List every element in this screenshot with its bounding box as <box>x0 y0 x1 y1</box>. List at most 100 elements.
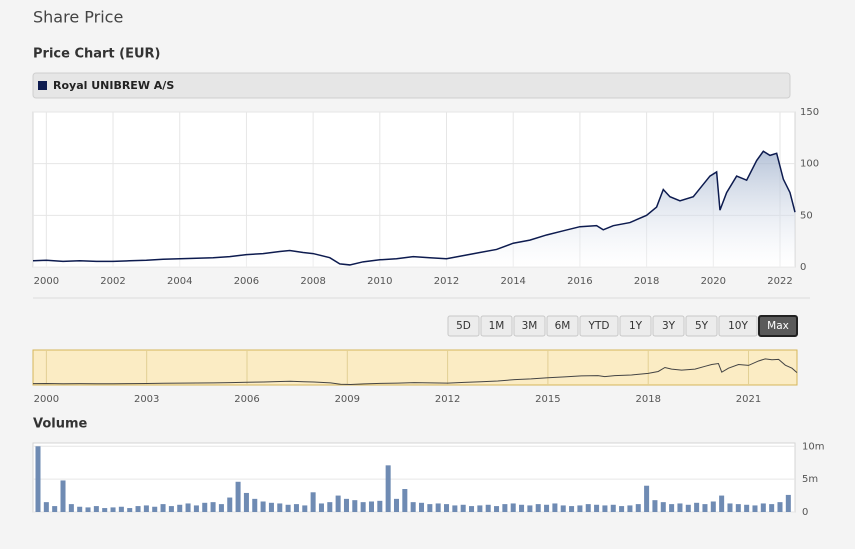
range-button-label[interactable]: 3Y <box>662 320 676 332</box>
volume-bar <box>435 503 441 512</box>
range-button[interactable]: Max <box>758 315 798 337</box>
plot-area <box>32 442 796 513</box>
range-button-label[interactable]: 1M <box>489 320 505 332</box>
volume-bar <box>127 508 133 512</box>
volume-bar <box>393 498 400 512</box>
range-button-label[interactable]: 1Y <box>629 320 643 332</box>
volume-bar <box>52 506 58 512</box>
volume-bar <box>410 502 416 512</box>
y-tick-label: 0 <box>802 507 808 518</box>
range-button-box[interactable] <box>447 315 480 337</box>
volume-bar <box>185 503 191 512</box>
range-button[interactable]: 10Y <box>718 315 758 337</box>
volume-bar <box>444 504 450 512</box>
price-line <box>32 150 796 266</box>
volume-bar <box>377 500 383 512</box>
range-button-box[interactable] <box>619 315 652 337</box>
volume-bar <box>627 505 633 512</box>
volume-bar <box>552 503 558 512</box>
y-tick-label: 50 <box>800 210 813 221</box>
volume-bar <box>102 508 108 512</box>
volume-bar <box>310 492 316 512</box>
range-button-box[interactable] <box>579 315 619 337</box>
range-button[interactable]: 5Y <box>685 315 718 337</box>
range-button[interactable]: 1Y <box>619 315 652 337</box>
volume-bar <box>635 504 641 512</box>
range-button-box[interactable] <box>718 315 758 337</box>
volume-bar <box>427 504 433 512</box>
volume-bar <box>527 505 533 512</box>
range-button-label[interactable]: 5D <box>456 320 471 332</box>
volume-bar <box>710 501 716 512</box>
range-button[interactable]: 5D <box>447 315 480 337</box>
range-button[interactable]: 3M <box>513 315 546 337</box>
volume-bar <box>43 502 49 512</box>
volume-bar <box>452 505 458 512</box>
volume-bar <box>760 503 766 512</box>
range-button-label[interactable]: YTD <box>588 320 610 332</box>
volume-bar <box>177 504 183 512</box>
page-title: Share Price <box>33 8 123 27</box>
volume-bar <box>318 503 324 512</box>
y-tick-label: 100 <box>800 159 819 170</box>
volume-bar <box>210 502 216 512</box>
legend-box <box>32 72 791 99</box>
volume-bar <box>669 504 675 512</box>
volume-bar <box>460 504 466 512</box>
legend-label: Royal UNIBREW A/S <box>53 79 174 92</box>
volume-bar <box>218 504 224 512</box>
volume-bar <box>85 507 91 512</box>
volume-bar <box>235 481 241 512</box>
volume-bar <box>519 504 525 512</box>
volume-bar <box>243 492 249 512</box>
x-tick-label: 2012 <box>434 276 459 287</box>
volume-bar <box>327 502 333 512</box>
volume-bar <box>610 504 616 512</box>
range-button[interactable]: 6M <box>546 315 579 337</box>
volume-bar <box>585 504 591 512</box>
volume-bar <box>560 505 566 512</box>
range-button-box[interactable] <box>513 315 546 337</box>
volume-bar <box>368 501 374 512</box>
volume-bar <box>594 504 600 512</box>
volume-bar <box>360 502 366 512</box>
volume-bar <box>744 504 750 512</box>
range-button-box[interactable] <box>480 315 513 337</box>
x-tick-label: 2022 <box>767 276 792 287</box>
volume-bar <box>68 504 74 512</box>
range-button[interactable]: YTD <box>579 315 619 337</box>
volume-bar <box>535 504 541 512</box>
volume-bar <box>752 505 758 512</box>
legend-swatch <box>38 81 47 90</box>
range-button-label[interactable]: Max <box>767 320 789 332</box>
range-button-label[interactable]: 6M <box>555 320 571 332</box>
range-button[interactable]: 1M <box>480 315 513 337</box>
area-fill <box>33 151 795 267</box>
x-tick-label: 2020 <box>701 276 726 287</box>
y-tick-label: 5m <box>802 474 818 485</box>
range-button-label[interactable]: 10Y <box>728 320 748 332</box>
chart-title: Price Chart (EUR) <box>33 47 161 62</box>
x-tick-label: 2000 <box>34 276 59 287</box>
volume-bar <box>193 505 199 512</box>
range-button-label[interactable]: 3M <box>522 320 538 332</box>
volume-bar <box>335 495 341 512</box>
plot-area <box>32 349 798 386</box>
volume-bar <box>93 506 99 512</box>
volume-bar <box>60 480 66 512</box>
range-button[interactable]: 3Y <box>652 315 685 337</box>
x-tick-label: 2004 <box>167 276 192 287</box>
y-tick-label: 10m <box>802 441 824 452</box>
volume-bar <box>110 507 116 512</box>
x-tick-label: 2008 <box>300 276 325 287</box>
range-button-box[interactable] <box>546 315 579 337</box>
volume-bar <box>644 485 650 512</box>
volume-bar <box>569 506 575 512</box>
range-button-label[interactable]: 5Y <box>695 320 709 332</box>
range-button-box[interactable] <box>652 315 685 337</box>
range-button-box[interactable] <box>758 315 798 337</box>
x-tick-label: 2012 <box>435 394 460 405</box>
range-button-box[interactable] <box>685 315 718 337</box>
volume-bar <box>252 498 258 512</box>
